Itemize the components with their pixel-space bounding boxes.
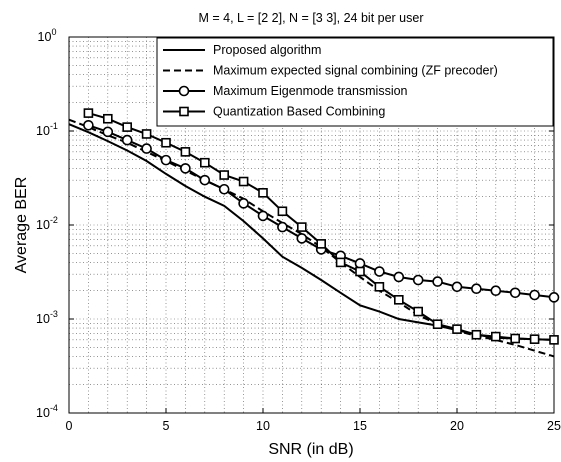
data-point [490,285,502,297]
y-tick-base: 10 [36,406,50,420]
y-tick-exponent: 0 [51,27,56,37]
chart-title: M = 4, L = [2 2], N = [3 3], 24 bit per … [198,11,423,25]
data-point [413,306,424,317]
series-group [68,108,560,358]
data-point [374,282,385,292]
data-point [432,276,443,287]
data-point [296,233,308,244]
data-point [452,324,462,334]
data-point [432,319,443,330]
data-point [238,198,249,209]
data-point [296,222,307,232]
data-point [122,122,132,132]
legend-box [156,37,554,127]
data-point [316,239,327,249]
data-point [121,134,133,146]
series-4 [83,108,559,345]
legend-item: Maximum expected signal combining (ZF pr… [163,64,498,78]
data-point [219,170,229,180]
data-point [451,281,463,293]
legend-label: Maximum Eigenmode transmission [213,84,408,98]
x-axis-label: SNR (in dB) [268,441,353,458]
y-tick-label: 100 [38,27,57,44]
data-point [199,174,211,186]
data-point [471,283,482,295]
data-point [510,333,521,344]
data-point [490,331,501,342]
y-tick-label: 10-4 [36,403,58,420]
data-point [141,143,152,154]
data-point [412,274,424,286]
legend-label: Proposed algorithm [213,43,321,57]
data-point [393,271,405,283]
data-point [257,210,269,222]
x-tick-label: 0 [66,419,73,433]
data-point [180,163,191,174]
y-tick-exponent: -1 [50,121,58,131]
legend-marker [178,85,190,97]
data-point [103,113,113,124]
data-point [548,292,560,303]
data-point [529,334,540,344]
data-point [335,257,346,268]
data-point [180,147,191,157]
data-point [277,221,288,233]
y-tick-base: 10 [36,312,50,326]
x-tick-label: 10 [256,419,270,433]
legend: Proposed algorithm Maximum expected signa… [156,37,554,127]
legend-item: Proposed algorithm [163,43,321,57]
data-point [83,119,94,131]
data-point [238,176,249,187]
data-point [374,266,385,277]
data-point [200,157,210,168]
data-point [354,258,366,269]
data-point [471,329,482,340]
data-point [83,108,94,118]
y-tick-label: 10-3 [36,309,58,326]
data-point [160,154,172,166]
x-tick-label: 25 [547,419,561,433]
y-tick-base: 10 [36,124,50,138]
x-tick-label: 5 [163,419,170,433]
legend-item: Maximum Eigenmode transmission [163,84,408,98]
data-point [258,188,268,198]
data-point [218,183,230,195]
legend-label: Maximum expected signal combining (ZF pr… [213,64,498,78]
data-point [102,126,114,138]
y-tick-exponent: -4 [50,403,58,413]
data-point [355,266,365,277]
data-point [277,206,288,217]
y-tick-base: 10 [38,30,52,44]
legend-marker [179,106,189,117]
x-tick-label: 15 [353,419,367,433]
y-tick-label: 10-1 [36,121,58,138]
legend-item: Quantization Based Combining [163,105,385,119]
data-point [549,335,559,345]
legend-label: Quantization Based Combining [213,105,385,119]
series-3 [83,119,560,303]
data-point [161,137,171,148]
y-tick-exponent: -2 [50,215,58,225]
data-point [509,287,521,299]
y-tick-exponent: -3 [50,309,58,319]
data-point [141,129,152,139]
x-tick-label: 20 [450,419,464,433]
y-axis-label: Average BER [13,177,30,274]
y-tick-base: 10 [36,218,50,232]
data-point [393,295,404,305]
data-point [529,289,540,301]
y-tick-label: 10-2 [36,215,58,232]
